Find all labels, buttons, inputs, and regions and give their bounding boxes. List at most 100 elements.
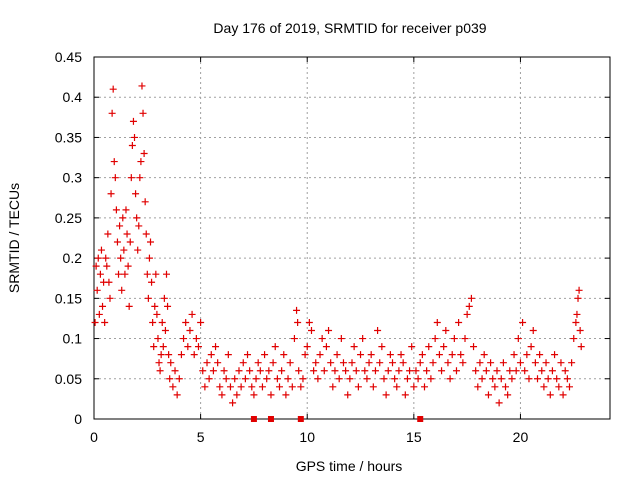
data-point — [226, 383, 234, 391]
x-tick-label: 15 — [406, 429, 422, 445]
data-point — [125, 302, 133, 310]
data-point — [273, 375, 281, 383]
data-point — [329, 383, 337, 391]
data-point — [109, 85, 117, 93]
data-point — [339, 359, 347, 367]
y-tick-label: 0.15 — [55, 290, 82, 306]
data-point — [393, 383, 401, 391]
data-point — [573, 310, 581, 318]
data-point — [320, 367, 328, 375]
data-point — [369, 383, 377, 391]
data-point — [207, 351, 215, 359]
bottom-marker — [417, 416, 424, 422]
data-point — [134, 246, 142, 254]
data-point — [565, 383, 573, 391]
data-point — [367, 351, 375, 359]
data-point — [122, 206, 130, 214]
data-point — [540, 383, 548, 391]
data-point — [164, 302, 172, 310]
data-point — [544, 375, 552, 383]
data-point — [129, 117, 137, 125]
data-point — [124, 262, 132, 270]
data-point — [214, 359, 222, 367]
data-point — [480, 351, 488, 359]
data-point — [493, 367, 501, 375]
data-point — [157, 351, 165, 359]
data-point — [293, 306, 301, 314]
data-point — [525, 375, 533, 383]
data-point — [406, 367, 414, 375]
y-tick-label: 0.25 — [55, 210, 82, 226]
data-point — [316, 351, 324, 359]
data-point — [152, 270, 160, 278]
data-point — [444, 359, 452, 367]
data-point — [256, 367, 264, 375]
data-point — [133, 214, 141, 222]
data-point — [504, 391, 512, 399]
data-point — [414, 375, 422, 383]
data-point — [489, 375, 497, 383]
data-point — [331, 367, 339, 375]
data-point — [148, 278, 156, 286]
data-point — [553, 375, 561, 383]
data-point — [284, 375, 292, 383]
data-point — [467, 294, 475, 302]
data-point — [167, 359, 175, 367]
data-point — [359, 335, 367, 343]
data-point — [269, 359, 277, 367]
data-point — [142, 230, 150, 238]
data-point — [93, 286, 101, 294]
data-point — [303, 343, 311, 351]
data-point — [110, 158, 118, 166]
data-point — [261, 351, 269, 359]
data-point — [576, 327, 584, 335]
data-point — [159, 343, 167, 351]
data-point — [121, 270, 129, 278]
data-points — [91, 82, 585, 407]
data-point — [431, 335, 439, 343]
data-point — [103, 262, 111, 270]
data-point — [455, 318, 463, 326]
data-point — [237, 383, 245, 391]
data-point — [188, 310, 196, 318]
data-point — [140, 150, 148, 158]
data-point — [252, 375, 260, 383]
x-tick-label: 5 — [197, 429, 205, 445]
data-point — [472, 367, 480, 375]
data-point — [337, 335, 345, 343]
x-tick-label: 20 — [513, 429, 529, 445]
y-tick-label: 0.05 — [55, 371, 82, 387]
data-point — [322, 343, 330, 351]
data-point — [123, 230, 131, 238]
data-point — [342, 367, 350, 375]
data-point — [538, 367, 546, 375]
data-point — [523, 351, 531, 359]
data-point — [519, 318, 527, 326]
data-point — [354, 383, 362, 391]
data-point — [551, 351, 559, 359]
data-point — [115, 270, 123, 278]
data-point — [508, 375, 516, 383]
data-point — [391, 375, 399, 383]
data-point — [403, 375, 411, 383]
data-point — [563, 375, 571, 383]
data-point — [575, 286, 583, 294]
data-point — [248, 383, 256, 391]
data-point — [220, 367, 228, 375]
data-point — [429, 359, 437, 367]
data-point — [276, 383, 284, 391]
data-point — [318, 335, 326, 343]
data-point — [461, 335, 469, 343]
data-point — [463, 310, 471, 318]
data-point — [521, 367, 529, 375]
data-point — [112, 206, 120, 214]
data-point — [559, 391, 567, 399]
data-point — [459, 359, 467, 367]
data-point — [99, 302, 107, 310]
data-point — [561, 367, 569, 375]
data-point — [132, 190, 140, 198]
data-point — [474, 383, 482, 391]
data-point — [91, 318, 99, 326]
data-point — [410, 383, 418, 391]
data-point — [382, 391, 390, 399]
